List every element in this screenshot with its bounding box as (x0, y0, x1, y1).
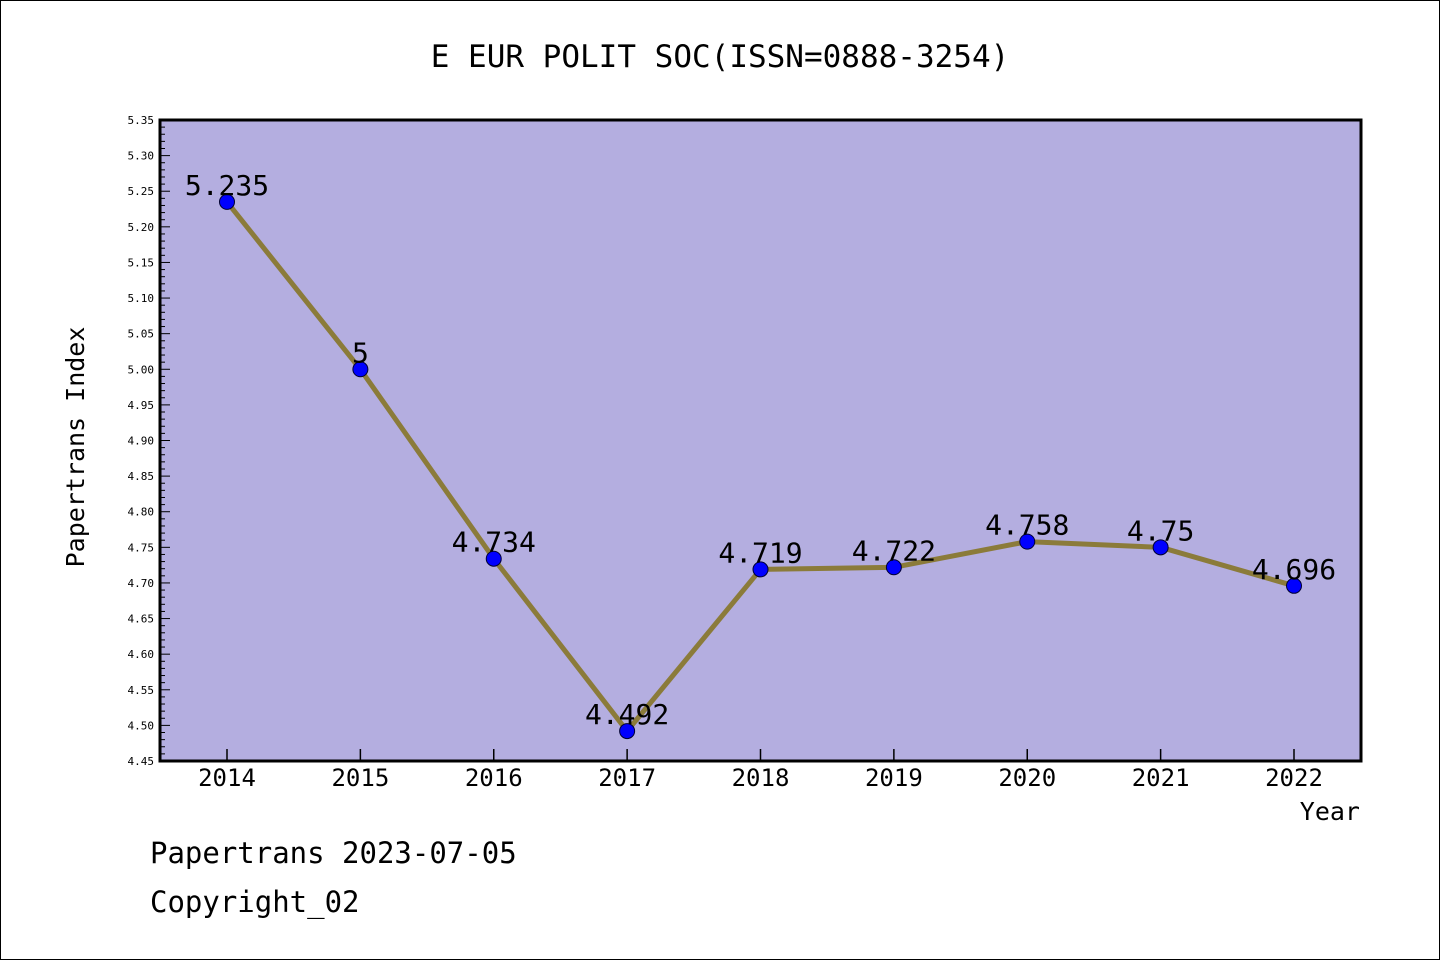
data-label: 4.734 (452, 526, 536, 559)
footer-date: Papertrans 2023-07-05 (150, 836, 517, 870)
x-tick-label: 2016 (465, 764, 523, 792)
y-tick-label: 5.30 (128, 150, 155, 163)
data-label: 4.75 (1127, 514, 1194, 547)
x-tick-label: 2021 (1132, 764, 1190, 792)
y-tick-label: 4.50 (128, 719, 155, 732)
data-point (885, 559, 902, 576)
x-tick-label: 2019 (865, 764, 923, 792)
data-labels: 5.235 5 4.734 4.492 4.719 4.722 4.758 4.75 4.696 (185, 169, 1336, 731)
y-axis-label: Papertrans Index (61, 327, 90, 568)
data-point (1286, 577, 1302, 594)
data-point (752, 561, 769, 578)
data-label: 5 (352, 336, 369, 369)
y-tick-label: 4.65 (128, 613, 155, 626)
data-points (219, 193, 1302, 740)
data-label: 4.722 (852, 534, 936, 567)
y-tick-label: 4.60 (128, 648, 155, 661)
y-tick-label: 4.70 (128, 577, 155, 590)
data-point (1019, 533, 1036, 550)
x-tick-label: 2018 (732, 764, 790, 792)
y-tick-label: 5.25 (128, 185, 155, 198)
y-tick-label: 4.80 (128, 506, 155, 519)
data-label: 5.235 (185, 169, 269, 202)
y-tick-label: 4.90 (128, 435, 155, 448)
plot-area (160, 120, 1361, 761)
x-tick-label: 2015 (331, 764, 389, 792)
y-tick-label: 4.75 (128, 541, 155, 554)
data-point (219, 193, 235, 210)
y-tick-label: 5.05 (128, 328, 155, 341)
y-tick-label: 5.00 (128, 363, 155, 376)
data-point (1152, 539, 1169, 556)
data-label: 4.492 (585, 698, 669, 731)
x-axis: 2014 2015 2016 2017 2018 2019 2020 2021 2022 (198, 749, 1323, 792)
y-tick-label: 5.10 (128, 292, 155, 305)
y-tick-label: 5.20 (128, 221, 155, 234)
x-tick-label: 2017 (598, 764, 656, 792)
y-tick-label: 5.15 (128, 256, 155, 269)
footer-copyright: Copyright_02 (150, 885, 360, 919)
chart-title: E EUR POLIT SOC(ISSN=0888-3254) (431, 39, 1010, 75)
y-tick-label: 4.85 (128, 470, 155, 483)
data-point (485, 550, 502, 567)
data-point (352, 361, 369, 378)
y-tick-label: 5.35 (128, 114, 155, 127)
y-tick-label: 4.95 (128, 399, 155, 412)
x-axis-label: Year (1300, 797, 1360, 826)
plot-border (158, 118, 1363, 763)
data-label: 4.696 (1252, 553, 1336, 586)
x-tick-label: 2014 (198, 764, 256, 792)
y-tick-label: 4.45 (128, 755, 155, 768)
x-tick-label: 2022 (1265, 764, 1323, 792)
data-label: 4.719 (718, 536, 802, 569)
data-label: 4.758 (985, 509, 1069, 542)
y-tick-label: 4.55 (128, 684, 155, 697)
x-tick-label: 2020 (998, 764, 1056, 792)
data-point (619, 723, 636, 740)
y-axis: 4.45 4.50 4.55 4.60 4.65 4.70 4.75 4.80 4.85 4.90… (128, 114, 170, 768)
